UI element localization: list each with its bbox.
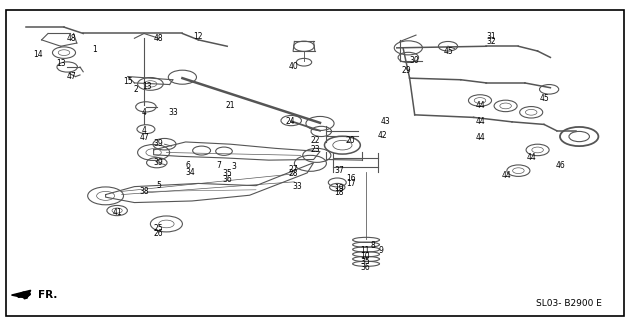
Text: 26: 26	[154, 229, 164, 238]
Text: 44: 44	[475, 133, 485, 142]
Text: 25: 25	[154, 224, 164, 233]
Text: 16: 16	[346, 174, 356, 183]
Text: 1: 1	[92, 45, 97, 54]
Text: 17: 17	[346, 179, 356, 188]
Text: 48: 48	[153, 34, 163, 43]
Text: 14: 14	[33, 50, 44, 59]
Text: 40: 40	[288, 63, 298, 71]
Text: 6: 6	[186, 161, 191, 170]
Text: 2: 2	[134, 85, 139, 94]
Text: 44: 44	[475, 117, 485, 126]
Text: 34: 34	[185, 168, 195, 177]
Text: 30: 30	[410, 56, 420, 65]
Text: 48: 48	[66, 34, 76, 43]
Text: 33: 33	[292, 182, 303, 191]
Text: 19: 19	[334, 184, 344, 193]
Text: 45: 45	[539, 94, 549, 103]
Text: 28: 28	[289, 169, 298, 178]
Text: 7: 7	[216, 161, 221, 170]
Text: 27: 27	[288, 165, 298, 174]
Text: 13: 13	[56, 59, 66, 68]
Text: FR.: FR.	[38, 290, 58, 300]
Text: 43: 43	[380, 117, 390, 126]
Text: 4: 4	[141, 108, 147, 117]
Text: 15: 15	[123, 77, 133, 86]
Text: 45: 45	[443, 47, 453, 56]
Text: 46: 46	[555, 161, 565, 170]
Text: 21: 21	[226, 101, 235, 110]
Text: 33: 33	[168, 108, 179, 117]
Text: 38: 38	[139, 187, 149, 196]
Text: 47: 47	[66, 72, 76, 81]
Text: 4: 4	[141, 126, 147, 135]
Text: 35: 35	[360, 257, 371, 266]
Text: 36: 36	[222, 175, 232, 184]
Text: 39: 39	[154, 139, 164, 148]
Text: 11: 11	[361, 246, 370, 255]
Text: 12: 12	[194, 32, 203, 41]
Text: 10: 10	[360, 252, 371, 261]
Text: 29: 29	[401, 66, 412, 75]
Text: 9: 9	[378, 246, 383, 255]
Text: 13: 13	[142, 82, 152, 91]
Text: 23: 23	[310, 145, 320, 154]
Text: 44: 44	[526, 153, 536, 162]
Polygon shape	[12, 290, 31, 298]
Text: 44: 44	[502, 171, 512, 180]
Text: 22: 22	[310, 136, 319, 145]
Text: 8: 8	[370, 241, 375, 250]
Text: 5: 5	[156, 181, 161, 189]
Text: 32: 32	[486, 37, 497, 46]
Text: 35: 35	[222, 169, 232, 178]
Text: 44: 44	[475, 101, 485, 110]
Text: 47: 47	[139, 133, 149, 142]
Text: 18: 18	[335, 189, 344, 197]
Text: 36: 36	[360, 263, 371, 271]
Text: 3: 3	[232, 162, 237, 171]
Text: 31: 31	[486, 32, 497, 41]
Text: 37: 37	[334, 166, 344, 175]
Text: 20: 20	[345, 136, 355, 145]
Text: 42: 42	[378, 131, 388, 140]
Text: 24: 24	[285, 117, 295, 126]
Text: 41: 41	[113, 208, 123, 217]
Text: SL03- B2900 E: SL03- B2900 E	[536, 299, 602, 308]
Text: 39: 39	[154, 158, 164, 167]
